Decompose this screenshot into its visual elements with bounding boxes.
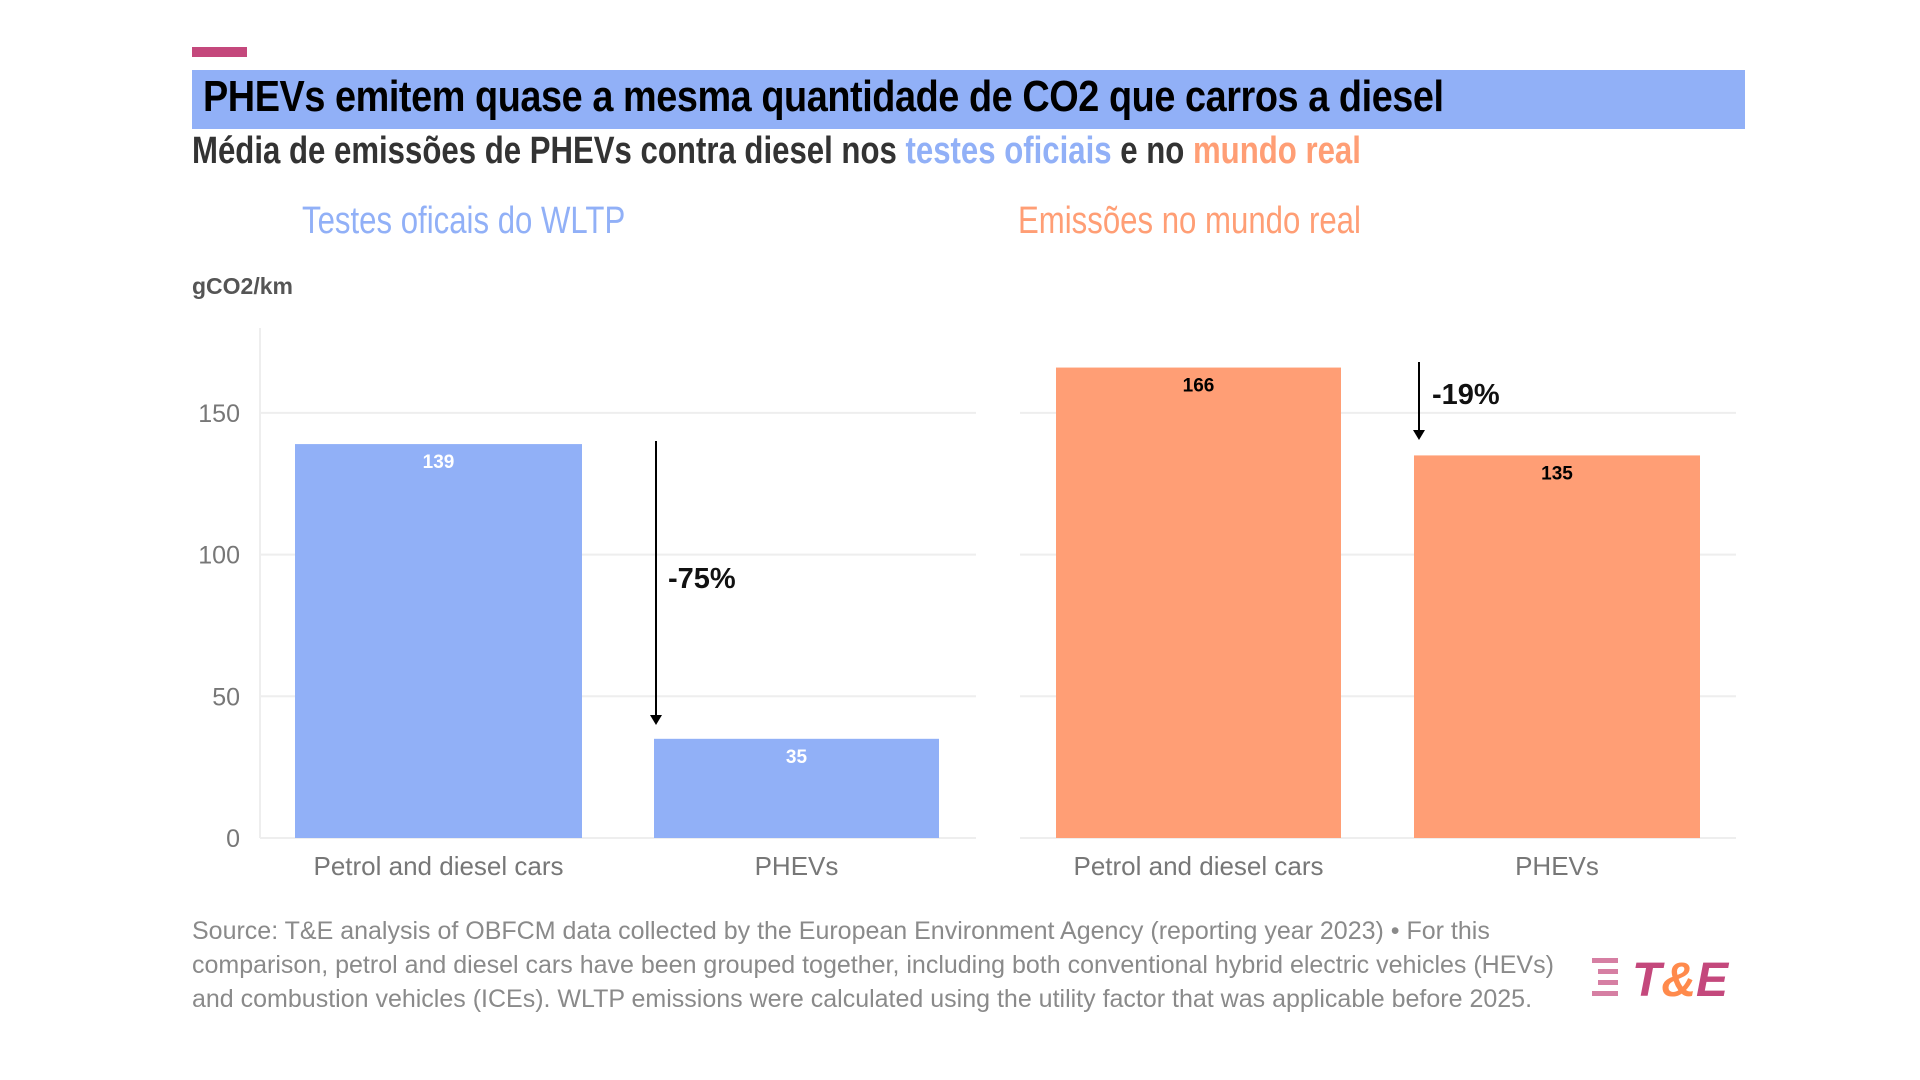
data-label: 166 (1183, 376, 1215, 397)
subtitle-part: e no (1111, 130, 1193, 172)
bar (1056, 367, 1341, 838)
data-label: 35 (786, 747, 808, 768)
data-label: 135 (1541, 463, 1573, 484)
arrow-head-icon (650, 715, 662, 725)
svg-text:T&E: T&E (1632, 954, 1730, 1002)
bar (654, 738, 939, 838)
bar (1414, 455, 1700, 838)
x-tick-label: PHEVs (755, 851, 839, 881)
panel-title-real: Emissões no mundo real (1018, 200, 1361, 242)
chart-title: PHEVs emitem quase a mesma quantidade de… (203, 72, 1444, 121)
te-logo: T&E (1592, 952, 1752, 1007)
y-tick-label: 100 (198, 542, 240, 570)
x-tick-label: PHEVs (1515, 851, 1599, 881)
y-axis-unit: gCO2/km (192, 273, 293, 299)
panel-title-wltp: Testes oficais do WLTP (302, 200, 626, 242)
subtitle-highlight-official: testes oficiais (905, 130, 1112, 172)
arrow-head-icon (1413, 430, 1425, 440)
subtitle-highlight-real: mundo real (1192, 130, 1361, 172)
change-annotation: -19% (1432, 379, 1500, 411)
x-tick-label: Petrol and diesel cars (1073, 851, 1323, 881)
y-tick-label: 150 (198, 400, 240, 428)
source-note: Source: T&E analysis of OBFCM data colle… (192, 917, 1554, 1013)
accent-bar (192, 47, 247, 57)
change-annotation: -75% (668, 563, 736, 595)
subtitle-part: Média de emissões de PHEVs contra diesel… (192, 130, 906, 172)
title-band (192, 70, 1745, 129)
chart-subtitle: Média de emissões de PHEVs contra diesel… (192, 130, 1361, 173)
y-tick-label: 50 (212, 683, 240, 711)
x-tick-label: Petrol and diesel cars (313, 851, 563, 881)
bar (295, 444, 582, 838)
te-stripes-icon: T&E (1592, 954, 1730, 1007)
data-label: 139 (423, 452, 455, 473)
y-tick-label: 0 (226, 825, 240, 853)
